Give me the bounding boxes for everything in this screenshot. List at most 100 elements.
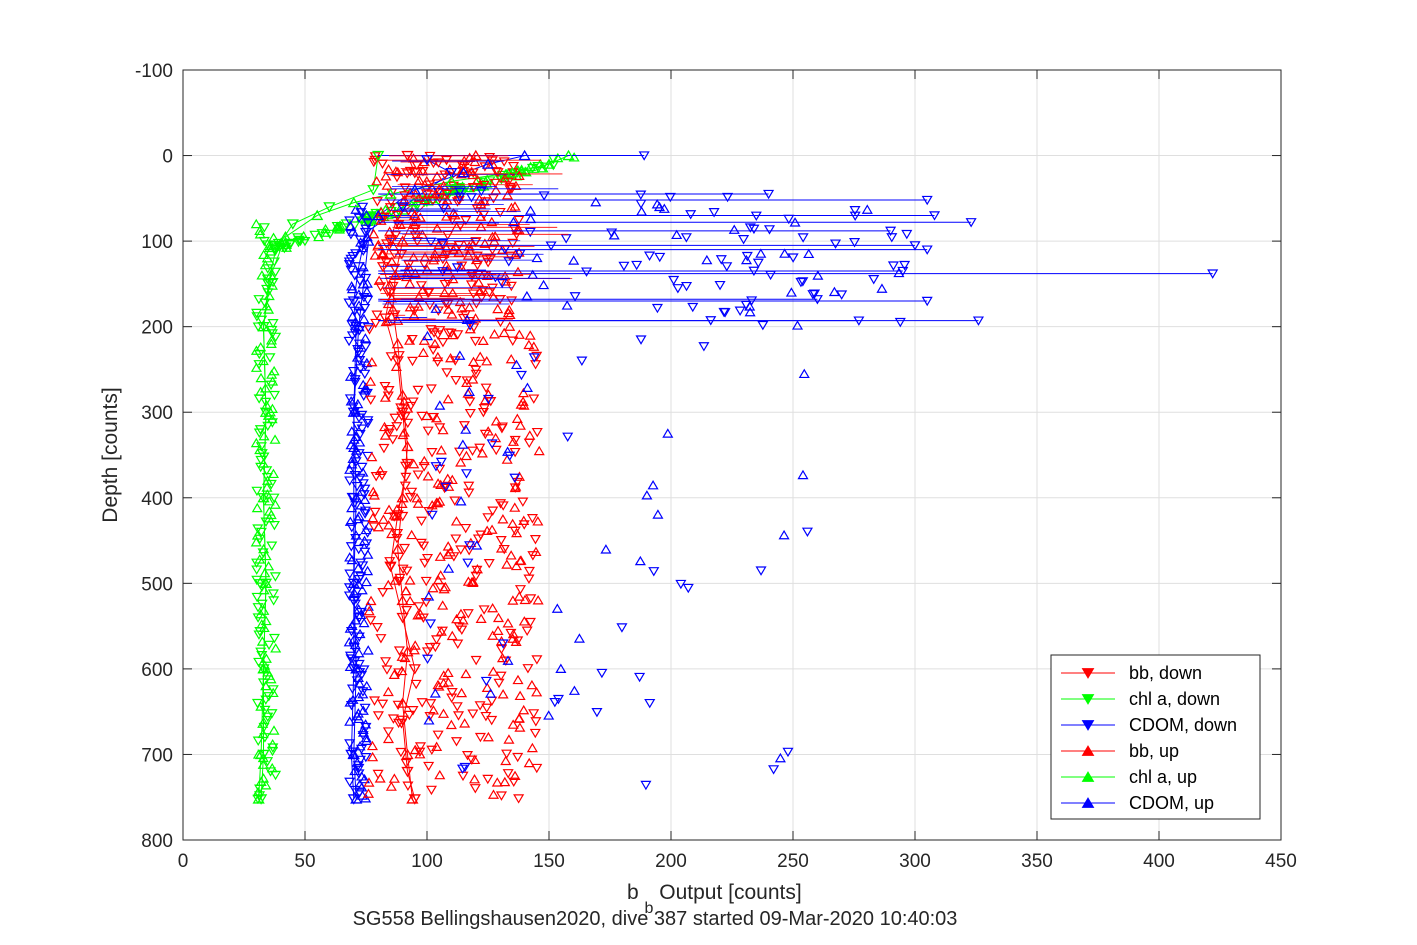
cdom-point [344,476,356,486]
bb-point [365,595,377,606]
bb-point [412,498,424,508]
bb-point [447,287,459,298]
figure-caption: SG558 Bellingshausen2020, dive 387 start… [353,908,958,930]
cdom-point [641,490,653,500]
cdom-point [798,368,810,379]
bb-point [480,383,492,394]
bb-point [404,166,416,177]
cdom-point [359,333,371,343]
bb-point [476,293,488,303]
scatter-cloud [250,151,1219,805]
data-point-chl-a-up [252,793,265,804]
cdom-point [355,309,367,319]
bb-point [397,511,409,522]
bb-point [480,271,492,281]
bb-point [514,585,527,595]
cdom-point [353,678,365,688]
cdom-point [359,369,371,380]
bb-point [492,612,505,623]
bb-point [460,668,472,679]
cdom-point [347,366,360,377]
bb-point [518,704,530,715]
chl-a-point [251,565,263,575]
cdom-point [360,732,372,743]
cdom-point [362,418,374,429]
chl-a-point [265,335,278,345]
bb-point [452,330,464,340]
cdom-point [485,688,497,698]
y-tick-label: 300 [141,403,173,424]
bb-point [456,687,468,698]
bb-point [477,335,489,345]
data-point-chl-a-down [254,794,268,805]
bb-point [398,396,410,406]
chl-a-point [338,223,350,233]
bb-point [509,770,521,781]
cdom-point [515,370,528,381]
chl-a-point [253,657,265,668]
bb-point [533,445,545,456]
y-axis-label: Depth [counts] [99,387,122,522]
chl-a-point [263,640,275,651]
cdom-point [828,286,840,297]
bb-point [481,254,493,265]
cdom-point [638,151,650,161]
chl-a-point [534,158,546,169]
cdom-point [421,330,434,341]
chl-a-point [268,257,280,267]
cdom-point [482,394,494,405]
bb-point [502,618,514,628]
cdom-point [829,239,842,249]
bb-point [498,327,510,338]
data-point-bb-down [396,715,409,727]
bb-point [365,395,377,406]
cdom-point [502,655,514,665]
bb-point [481,703,493,714]
cdom-point [768,765,780,775]
cdom-point [708,208,720,218]
cdom-point [652,509,664,519]
cdom-point [791,320,804,330]
cdom-point [797,469,809,480]
cdom-point [750,211,762,222]
data-point-cdom-down [359,227,373,239]
cdom-point [349,639,361,650]
bb-point [467,709,479,719]
data-point-chl-a-up [254,748,268,760]
bb-point [413,291,425,302]
cdom-point [355,486,367,496]
bb-point [469,336,481,347]
bb-point [532,516,544,526]
bb-point [461,750,474,761]
bb-point [504,185,516,195]
bb-point [432,357,444,367]
cdom-point [357,561,369,571]
chl-a-point [525,161,537,171]
cdom-point [528,353,540,363]
cdom-point [521,290,533,301]
bb-point [369,507,381,518]
bb-point [452,711,465,721]
cdom-point [353,632,365,642]
data-point-bb-up [408,209,421,221]
data-point-chl-a-up [384,188,397,199]
data-point-cdom-down [347,664,360,675]
bb-point [513,591,525,601]
data-point-cdom-up [350,491,363,503]
bb-point [525,594,537,604]
bb-point [523,574,535,584]
cdom-point [346,459,358,469]
cdom-point [671,229,683,240]
chl-a-point [260,615,272,626]
x-tick-label: 300 [899,851,931,872]
bb-point [474,443,486,454]
cdom-point [718,307,730,318]
cdom-point [348,587,360,598]
cdom-point [346,331,358,341]
bb-point [420,576,432,587]
bb-point [522,664,534,674]
chl-a-point [319,223,332,234]
cdom-point [853,316,865,326]
cdom-point [343,298,355,308]
bb-point [526,514,538,524]
